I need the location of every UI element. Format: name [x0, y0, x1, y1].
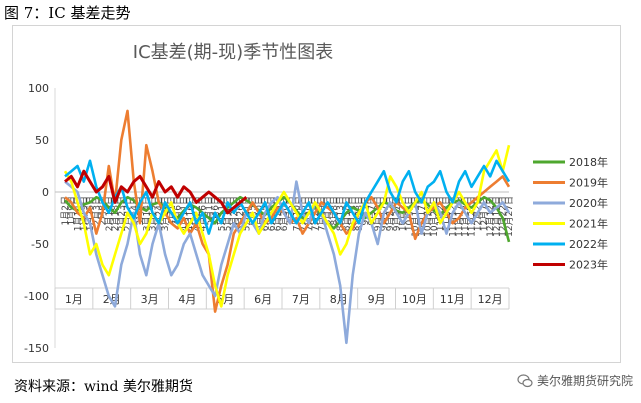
date-tick-label: 5月26日: [235, 196, 246, 231]
month-label: 3月: [141, 293, 159, 306]
date-tick-label: 12月12日: [485, 196, 496, 237]
month-label: 7月: [292, 293, 310, 306]
date-tick-label: 2月23日: [116, 196, 127, 231]
date-tick-label: 12月17日: [491, 196, 502, 237]
chart-title: IC基差(期-现)季节性图表: [133, 42, 333, 63]
legend-label: 2021年: [569, 217, 608, 231]
month-label: 12月: [478, 293, 503, 306]
date-tick-label: 4月6日: [173, 196, 184, 225]
date-tick-label: 1月2日: [60, 196, 71, 225]
month-label: 4月: [178, 293, 196, 306]
y-tick-label: 50: [35, 134, 49, 147]
date-tick-label: 4月1日: [166, 196, 177, 225]
date-tick-label: 3月14日: [141, 196, 152, 231]
month-label: 11月: [440, 293, 465, 306]
date-tick-label: 5月1日: [204, 196, 215, 225]
wechat-icon: [517, 373, 533, 387]
month-label: 10月: [402, 293, 427, 306]
date-tick-label: 5月6日: [210, 196, 221, 225]
date-tick-label: 8月3日: [323, 196, 334, 225]
date-tick-label: 10月12日: [410, 196, 421, 237]
y-tick-label: 100: [28, 82, 49, 95]
legend-label: 2023年: [569, 258, 608, 272]
date-tick-label: 10月17日: [416, 196, 427, 237]
legend-label: 2022年: [569, 237, 608, 251]
date-tick-label: 7月5日: [285, 196, 296, 225]
legend-label: 2018年: [569, 155, 608, 169]
date-tick-label: 10月28日: [429, 196, 440, 237]
month-label: 6月: [254, 293, 272, 306]
y-tick-label: -150: [24, 342, 49, 355]
date-tick-label: 3月24日: [154, 196, 165, 231]
date-tick-label: 11月12日: [448, 196, 459, 237]
date-tick-label: 6月5日: [248, 196, 259, 225]
month-label: 9月: [368, 293, 386, 306]
date-tick-label: 4月16日: [185, 196, 196, 231]
date-tick-label: 3月4日: [129, 196, 140, 225]
figure-title: 图 7：IC 基差走势: [4, 4, 131, 22]
y-tick-label: -100: [24, 290, 49, 303]
y-tick-label: 0: [42, 186, 49, 199]
date-tick-label: 1月9日: [66, 196, 77, 225]
date-tick-label: 11月27日: [466, 196, 477, 237]
watermark-text: 美尔雅期货研究院: [536, 374, 633, 388]
date-tick-label: 12月27日: [504, 196, 515, 237]
y-tick-label: -50: [31, 238, 49, 251]
legend-label: 2020年: [569, 196, 608, 210]
date-tick-label: 8月8日: [329, 196, 340, 225]
date-tick-label: 12月7日: [479, 196, 490, 231]
chart-panel: IC基差(期-现)季节性图表 100 50 0 -50 -100 -150 1月2日 1月9…: [12, 25, 621, 363]
source-note: 资料来源：wind 美尔雅期货: [14, 379, 193, 395]
month-label: 1月: [65, 293, 83, 306]
date-tick-label: 10月22日: [423, 196, 434, 237]
series-line-2022: [64, 159, 511, 235]
date-tick-label: 8月13日: [335, 196, 346, 231]
watermark: 美尔雅期货研究院: [517, 372, 633, 389]
date-tick-label: 11月22日: [460, 196, 471, 237]
series-line-2023: [64, 169, 248, 215]
legend-label: 2019年: [569, 176, 608, 190]
series-line-2021: [63, 144, 511, 308]
date-tick-label: 9月2日: [360, 196, 371, 225]
date-tick-label: 2月3日: [91, 196, 102, 225]
month-label: 8月: [330, 293, 348, 306]
